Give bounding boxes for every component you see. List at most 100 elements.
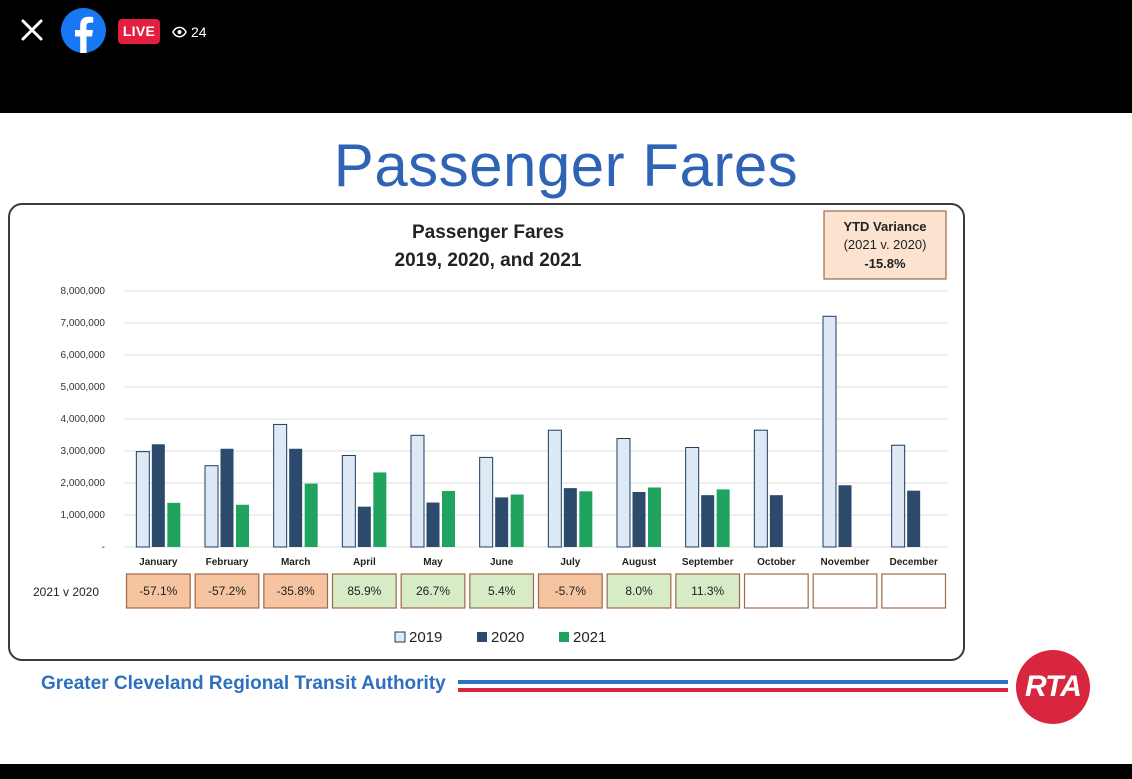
x-tick-label: April <box>353 557 376 568</box>
ytd-variance-title: YTD Variance <box>843 219 926 234</box>
variance-cell-april <box>331 573 397 609</box>
bar-2020-january <box>151 444 165 547</box>
bar-2020-june <box>495 497 509 547</box>
bar-2019-may <box>410 434 425 548</box>
bar-2020-march <box>289 448 303 547</box>
bar-2020-december <box>907 490 921 547</box>
footer-stripes <box>458 680 1008 698</box>
bar-2021-march <box>304 483 318 547</box>
x-tick-label: October <box>757 557 795 568</box>
bar-2019-december <box>891 444 906 548</box>
chart-title: Passenger Fares <box>412 222 564 243</box>
bar-2021-may <box>442 491 455 547</box>
y-tick-label: 7,000,000 <box>61 318 106 329</box>
bar-2020-november <box>838 485 852 547</box>
ytd-variance-box <box>823 210 947 280</box>
eye-icon <box>172 26 187 38</box>
variance-cell-january <box>125 573 191 609</box>
legend-label: 2020 <box>491 629 524 646</box>
slide-title: Passenger Fares <box>333 132 799 199</box>
bar-2019-january <box>135 451 150 548</box>
variance-value: -57.2% <box>208 584 246 598</box>
variance-value: 5.4% <box>488 584 516 598</box>
variance-cell-november <box>812 573 878 609</box>
bar-2020-july <box>563 488 577 547</box>
bar-2021-september <box>716 489 730 547</box>
footer-stripe-blue <box>458 680 1008 684</box>
legend-label: 2021 <box>573 629 606 646</box>
variance-cell-october <box>743 573 809 609</box>
chart-container: Passenger Fares 2019, 2020, and 2021 - 1,00… <box>8 203 965 661</box>
variance-cell-august <box>606 573 672 609</box>
y-tick-label: 4,000,000 <box>61 414 106 425</box>
variance-cell-february <box>194 573 260 609</box>
bar-2020-may <box>426 502 440 547</box>
bar-chart: Passenger Fares 2019, 2020, and 2021 - 1,00… <box>33 210 948 646</box>
variance-cell-march <box>263 573 329 609</box>
x-tick-label: March <box>281 557 310 568</box>
bar-2020-october <box>769 495 783 547</box>
y-tick-label: 1,000,000 <box>61 510 106 521</box>
legend-label: 2019 <box>409 629 442 646</box>
x-tick-label: September <box>682 557 734 568</box>
ytd-variance-subtitle: (2021 v. 2020) <box>844 237 927 252</box>
y-tick-label: 2,000,000 <box>61 478 106 489</box>
variance-value: -5.7% <box>555 584 587 598</box>
y-tick-label: 5,000,000 <box>61 382 106 393</box>
bar-2020-february <box>220 448 234 547</box>
video-top-bar: LIVE 24 <box>0 0 1132 113</box>
bar-2019-june <box>479 456 494 548</box>
rta-logo: RTA <box>1016 650 1090 724</box>
x-tick-label: February <box>206 557 249 568</box>
variance-value: 8.0% <box>625 584 653 598</box>
x-tick-label: August <box>622 557 657 568</box>
bar-2019-february <box>204 465 219 548</box>
variance-value: 85.9% <box>347 584 381 598</box>
bar-2021-april <box>373 472 387 547</box>
bar-2019-july <box>547 429 562 548</box>
ytd-variance-value: -15.8% <box>864 256 906 271</box>
viewer-count-value: 24 <box>191 24 207 40</box>
chart-subtitle: 2019, 2020, and 2021 <box>395 250 582 271</box>
bar-2019-august <box>616 438 631 548</box>
y-tick-label: 3,000,000 <box>61 446 106 457</box>
video-bottom-bar <box>0 764 1132 779</box>
footer-org-name: Greater Cleveland Regional Transit Autho… <box>41 673 446 694</box>
legend-swatch-2020 <box>477 632 487 642</box>
bar-2019-october <box>753 429 768 548</box>
variance-cell-december <box>881 573 947 609</box>
legend-swatch-2019 <box>394 631 406 643</box>
bar-2021-february <box>236 504 249 547</box>
bar-2020-august <box>632 491 646 547</box>
variance-value: -35.8% <box>277 584 315 598</box>
bar-2021-july <box>579 491 593 547</box>
variance-cell-may <box>400 573 466 609</box>
bar-2019-april <box>341 454 356 548</box>
live-badge: LIVE <box>118 19 160 44</box>
bar-2019-september <box>685 446 700 548</box>
x-tick-label: June <box>490 557 514 568</box>
variance-cell-september <box>675 573 741 609</box>
bar-2021-june <box>510 494 524 547</box>
x-tick-label: July <box>560 557 580 568</box>
presentation-slide: Passenger Fares Passenger Fares 2019, 202… <box>0 113 1132 764</box>
variance-cell-june <box>469 573 535 609</box>
bar-2021-august <box>648 487 661 547</box>
close-icon[interactable] <box>16 14 48 46</box>
variance-value: -57.1% <box>139 584 177 598</box>
bar-2020-september <box>701 495 715 547</box>
viewer-count: 24 <box>172 22 207 42</box>
variance-value: 26.7% <box>416 584 450 598</box>
x-tick-label: January <box>139 557 178 568</box>
bar-2021-january <box>167 502 181 547</box>
x-tick-label: November <box>821 557 870 568</box>
variance-row-label: 2021 v 2020 <box>33 585 99 599</box>
variance-value: 11.3% <box>691 584 724 598</box>
legend-swatch-2021 <box>559 632 569 642</box>
y-tick-label: - <box>102 542 105 553</box>
x-tick-label: May <box>423 557 443 568</box>
facebook-logo-icon[interactable] <box>61 8 106 53</box>
y-tick-label: 8,000,000 <box>61 286 106 297</box>
bar-2019-march <box>273 423 288 548</box>
